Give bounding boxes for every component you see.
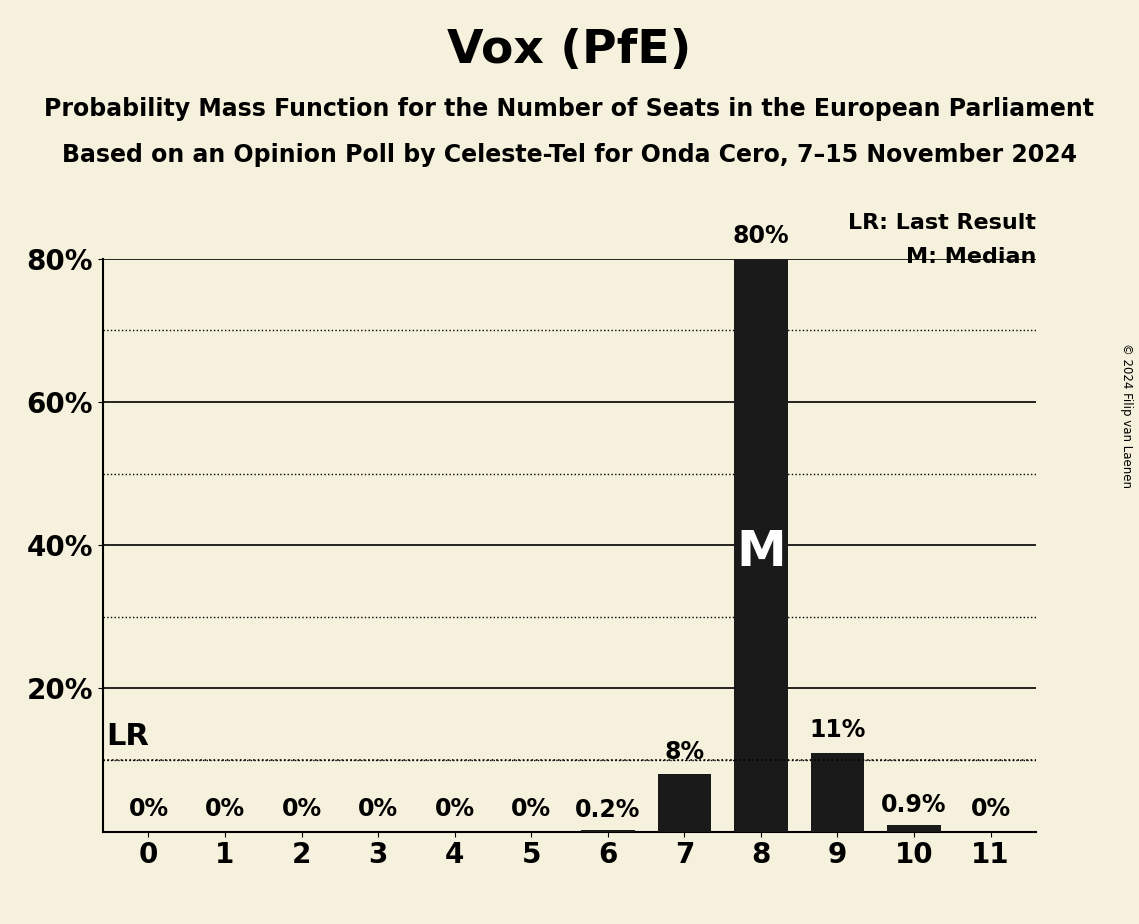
Bar: [657, 774, 711, 832]
Text: Probability Mass Function for the Number of Seats in the European Parliament: Probability Mass Function for the Number…: [44, 97, 1095, 121]
Text: 0%: 0%: [511, 796, 551, 821]
Text: LR: Last Result: LR: Last Result: [849, 213, 1036, 233]
Bar: [581, 830, 634, 832]
Text: LR: LR: [106, 723, 149, 751]
Text: 0%: 0%: [970, 796, 1010, 821]
Text: 80%: 80%: [732, 224, 789, 248]
Text: © 2024 Filip van Laenen: © 2024 Filip van Laenen: [1121, 344, 1133, 488]
Text: 0%: 0%: [435, 796, 475, 821]
Text: Based on an Opinion Poll by Celeste-Tel for Onda Cero, 7–15 November 2024: Based on an Opinion Poll by Celeste-Tel …: [62, 143, 1077, 167]
Text: 11%: 11%: [809, 718, 866, 742]
Bar: [811, 753, 865, 832]
Text: 0.9%: 0.9%: [882, 793, 947, 817]
Text: M: Median: M: Median: [907, 248, 1036, 267]
Text: 0%: 0%: [205, 796, 245, 821]
Text: 0%: 0%: [358, 796, 399, 821]
Text: 0.2%: 0.2%: [575, 797, 640, 821]
Text: 0%: 0%: [281, 796, 321, 821]
Text: M: M: [736, 529, 786, 577]
Text: Vox (PfE): Vox (PfE): [448, 28, 691, 73]
Bar: [887, 825, 941, 832]
Text: 0%: 0%: [129, 796, 169, 821]
Bar: [735, 259, 788, 832]
Text: 8%: 8%: [664, 739, 704, 763]
